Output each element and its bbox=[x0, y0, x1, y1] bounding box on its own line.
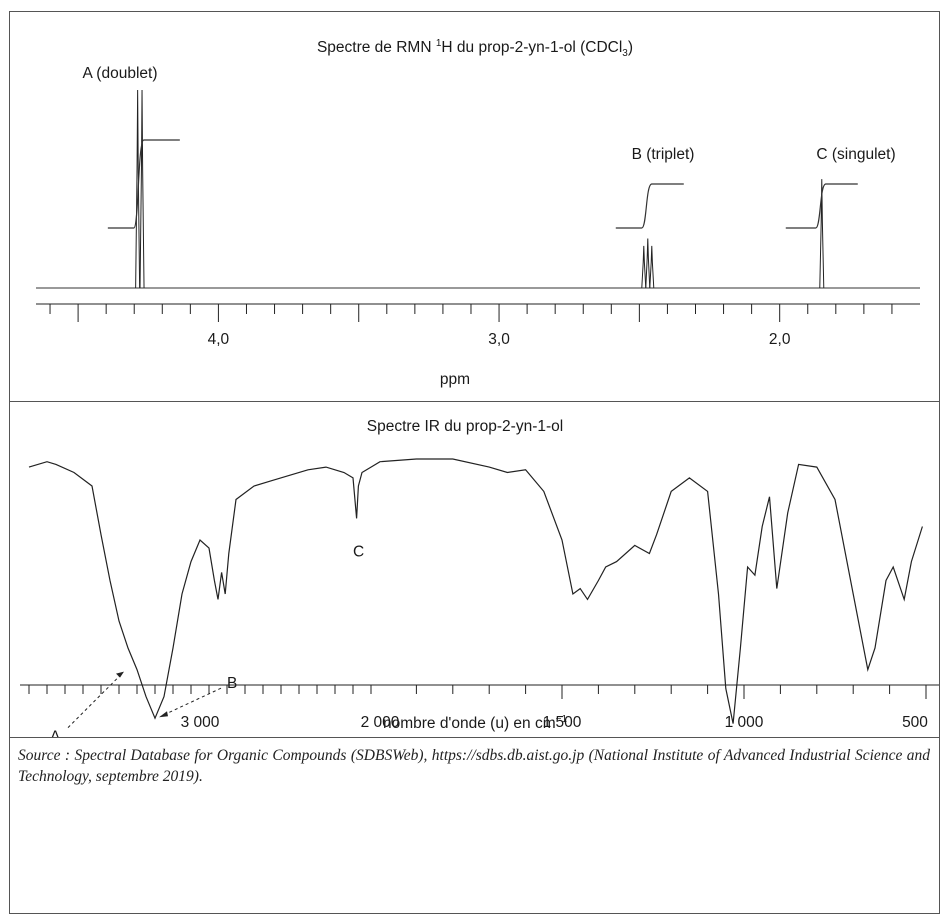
ir-tick-label: 3 000 bbox=[181, 714, 220, 731]
nmr-xlabel: ppm bbox=[440, 371, 470, 388]
nmr-peak-line bbox=[641, 245, 647, 289]
nmr-peak-label-a: A (doublet) bbox=[83, 65, 158, 82]
figure-frame: Spectre de RMN 1H du prop-2-yn-1-ol (CDC… bbox=[9, 11, 940, 914]
nmr-tick-label: 3,0 bbox=[488, 331, 510, 348]
ir-annotation-label-a: A bbox=[50, 729, 61, 737]
ir-xlabel: nombre d'onde (u) en cm−1 bbox=[383, 714, 568, 732]
ir-marks: A B C bbox=[28, 458, 923, 746]
ir-annotation-label-b: B bbox=[227, 675, 237, 692]
nmr-peak-label-b: B (triplet) bbox=[632, 146, 695, 163]
ir-annotation-arrow bbox=[160, 687, 222, 717]
nmr-peak-label-c: C (singulet) bbox=[816, 146, 895, 163]
ir-tick-label: 2 000 bbox=[361, 714, 400, 731]
nmr-marks bbox=[36, 89, 920, 289]
ir-annotation-arrowhead bbox=[116, 671, 124, 678]
nmr-peak-line bbox=[645, 238, 651, 289]
nmr-tick-label: 2,0 bbox=[769, 331, 791, 348]
nmr-peak-line bbox=[139, 89, 145, 289]
nmr-title: Spectre de RMN 1H du prop-2-yn-1-ol (CDC… bbox=[317, 38, 633, 59]
source-panel: Source : Spectral Database for Organic C… bbox=[10, 737, 939, 913]
nmr-tick-label: 4,0 bbox=[208, 331, 230, 348]
nmr-integral-curve bbox=[785, 183, 858, 229]
ir-tick-label: 1 500 bbox=[543, 714, 582, 731]
ir-chart: Spectre IR du prop-2-yn-1-ol A B C 3 000 2 … bbox=[20, 418, 939, 746]
ir-tick-label: 500 bbox=[902, 714, 928, 731]
nmr-integral-curve bbox=[107, 139, 180, 229]
ir-annotation-label-c: C bbox=[353, 543, 364, 560]
ir-panel: Spectre IR du prop-2-yn-1-ol A B C 3 000 2 … bbox=[10, 401, 939, 746]
ir-title: Spectre IR du prop-2-yn-1-ol bbox=[367, 418, 563, 435]
source-citation: Source : Spectral Database for Organic C… bbox=[18, 747, 930, 785]
ir-spectrum-line bbox=[28, 458, 923, 724]
nmr-peak-line bbox=[649, 245, 655, 289]
nmr-panel: Spectre de RMN 1H du prop-2-yn-1-ol (CDC… bbox=[10, 12, 939, 402]
nmr-integral-curve bbox=[615, 183, 684, 229]
ir-annotation-arrow bbox=[67, 673, 123, 728]
ir-tick-label: 1 000 bbox=[725, 714, 764, 731]
nmr-peak-line bbox=[819, 179, 825, 289]
ir-axis: 3 000 2 000 1 500 1 000 500 bbox=[20, 684, 939, 731]
nmr-axis: 4,0 3,0 2,0 bbox=[36, 303, 920, 348]
nmr-chart: Spectre de RMN 1H du prop-2-yn-1-ol (CDC… bbox=[36, 38, 920, 388]
ir-annotation-arrowhead bbox=[159, 711, 168, 718]
